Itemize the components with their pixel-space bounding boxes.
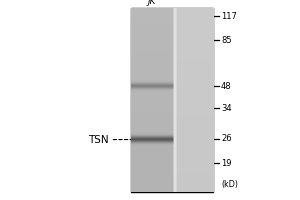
Bar — [130, 8, 213, 192]
Text: JK: JK — [147, 0, 156, 6]
Text: TSN: TSN — [88, 135, 109, 145]
Text: 85: 85 — [221, 36, 232, 45]
Text: 26: 26 — [221, 134, 232, 143]
Text: 48: 48 — [221, 82, 232, 91]
Text: 117: 117 — [221, 12, 237, 21]
Text: 19: 19 — [221, 159, 232, 168]
Text: 34: 34 — [221, 104, 232, 113]
Text: (kD): (kD) — [221, 180, 238, 189]
